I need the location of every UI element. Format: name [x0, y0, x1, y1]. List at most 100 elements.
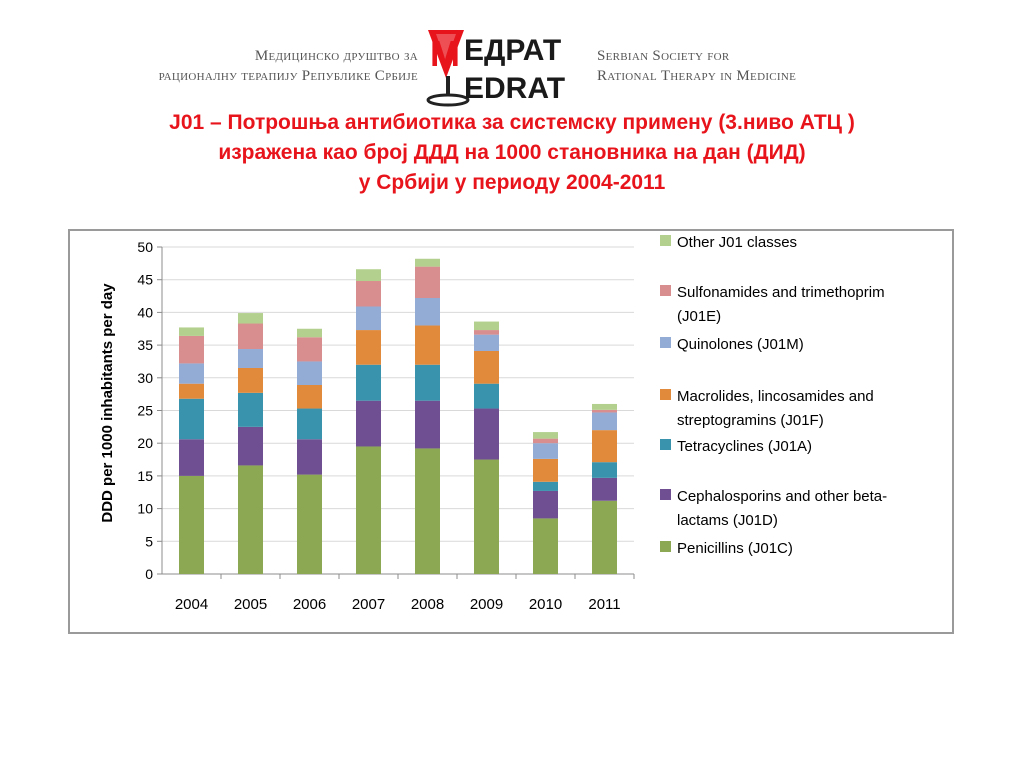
legend-label-quinolones: Quinolones (J01M)	[677, 336, 804, 353]
bar-segment-tetracyclines	[238, 392, 263, 427]
logo-text-latin: EDRAT	[464, 72, 565, 105]
bar-segment-other	[297, 328, 322, 338]
legend-swatch-other	[660, 235, 671, 246]
y-tick-label: 25	[137, 403, 153, 419]
legend-swatch-cephalosporins	[660, 489, 671, 500]
y-tick-label: 50	[137, 239, 153, 255]
bar-segment-other	[179, 327, 204, 336]
y-tick-label: 15	[137, 468, 153, 484]
bar-segment-tetracyclines	[297, 408, 322, 440]
y-tick-label: 35	[137, 337, 153, 353]
bar-segment-sulfonamides	[474, 330, 499, 335]
bar-segment-cephalosporins	[592, 477, 617, 501]
bar-segment-macrolides	[415, 325, 440, 365]
legend-label-cephalosporins: lactams (J01D)	[677, 512, 778, 529]
slide-title-line3: у Србији у периоду 2004-2011	[358, 171, 666, 194]
bar-segment-cephalosporins	[179, 439, 204, 476]
bar-segment-tetracyclines	[415, 364, 440, 401]
bar-segment-penicillins	[533, 518, 558, 574]
legend-swatch-sulfonamides	[660, 285, 671, 296]
y-tick-label: 10	[137, 501, 153, 517]
bar-segment-penicillins	[238, 465, 263, 574]
legend-swatch-quinolones	[660, 337, 671, 348]
legend-label-sulfonamides: (J01E)	[677, 308, 721, 325]
legend-label-tetracyclines: Tetracyclines (J01A)	[677, 438, 812, 455]
x-tick-label: 2009	[470, 596, 503, 613]
chart-frame: DDD per 1000 inhabitants per day 0 5 10 15 2…	[68, 229, 954, 634]
bar-segment-quinolones	[356, 306, 381, 331]
medrat-logo: M ЕДРАТ EDRAT	[426, 30, 565, 107]
y-tick-label: 45	[137, 272, 153, 288]
bar-segment-quinolones	[592, 412, 617, 431]
legend-label-other: Other J01 classes	[677, 234, 797, 251]
bar-segment-macrolides	[474, 350, 499, 384]
bar-segment-penicillins	[474, 459, 499, 574]
bar-segment-other	[238, 313, 263, 324]
x-tick-label: 2011	[588, 596, 620, 613]
bar-segment-tetracyclines	[533, 481, 558, 491]
bar-segment-other	[415, 258, 440, 267]
bar-segment-sulfonamides	[297, 337, 322, 362]
bar-segment-other	[356, 269, 381, 282]
y-tick-label: 20	[137, 435, 153, 451]
bar-segment-sulfonamides	[238, 323, 263, 350]
slide-title-line2: изражена као број ДДД на 1000 становника…	[218, 141, 806, 164]
logo-base-ring	[426, 93, 470, 107]
bar-segment-sulfonamides	[592, 409, 617, 413]
bar-segment-penicillins	[356, 446, 381, 574]
bar-segment-cephalosporins	[297, 439, 322, 475]
bar-segment-sulfonamides	[415, 266, 440, 299]
bar-segment-cephalosporins	[533, 490, 558, 519]
bar-segment-penicillins	[415, 448, 440, 574]
legend-swatch-penicillins	[660, 541, 671, 552]
x-tick-label: 2004	[175, 596, 208, 613]
bar-segment-sulfonamides	[179, 335, 204, 364]
bar-segment-quinolones	[474, 334, 499, 351]
bar-segment-cephalosporins	[415, 400, 440, 449]
bar-segment-quinolones	[238, 349, 263, 368]
x-tick-label: 2006	[293, 596, 326, 613]
bar-segment-other	[592, 403, 617, 410]
bar-segment-macrolides	[179, 383, 204, 399]
bar-segment-macrolides	[356, 330, 381, 365]
bar-segment-sulfonamides	[533, 438, 558, 444]
bar-segment-other	[533, 432, 558, 439]
bar-segment-quinolones	[533, 443, 558, 459]
org-name-english-line1: Serbian Society for	[597, 48, 730, 64]
bar-segment-penicillins	[592, 500, 617, 574]
bar-segment-cephalosporins	[356, 400, 381, 447]
x-tick-label: 2007	[352, 596, 385, 613]
stacked-bar-chart: DDD per 1000 inhabitants per day 0 5 10 15 2…	[99, 234, 887, 613]
bar-segment-tetracyclines	[179, 398, 204, 440]
y-tick-label: 40	[137, 304, 153, 320]
logo-triangle-highlight	[436, 34, 456, 62]
legend-label-macrolides: streptogramins (J01F)	[677, 412, 824, 429]
bar-segment-quinolones	[297, 361, 322, 385]
legend-swatch-macrolides	[660, 389, 671, 400]
x-tick-label: 2005	[234, 596, 267, 613]
logo-letter-m: M	[430, 33, 460, 74]
legend-label-penicillins: Penicillins (J01C)	[677, 540, 793, 557]
org-name-english: Serbian Society for Rational Therapy in …	[597, 46, 927, 86]
legend-label-sulfonamides: Sulfonamides and trimethoprim	[677, 284, 885, 301]
logo-text-cyrillic: ЕДРАТ	[464, 34, 561, 67]
y-axis-title: DDD per 1000 inhabitants per day	[99, 283, 116, 523]
y-tick-label: 5	[145, 533, 153, 549]
bar-segment-cephalosporins	[474, 408, 499, 460]
slide-title-line1: J01 – Потрошња антибиотика за системску …	[169, 111, 855, 134]
bar-segment-tetracyclines	[474, 383, 499, 409]
bar-segment-macrolides	[238, 367, 263, 393]
org-name-serbian-line1: Медицинско друштво за	[254, 48, 418, 64]
x-tick-label: 2010	[529, 596, 562, 613]
x-tick-label: 2008	[411, 596, 444, 613]
logo-triangle	[428, 30, 464, 78]
legend-label-cephalosporins: Cephalosporins and other beta-	[677, 488, 887, 505]
bar-segment-penicillins	[179, 475, 204, 574]
bar-segment-quinolones	[415, 298, 440, 326]
legend-swatch-tetracyclines	[660, 439, 671, 450]
legend-label-macrolides: Macrolides, lincosamides and	[677, 388, 874, 405]
org-name-english-line2: Rational Therapy in Medicine	[597, 68, 797, 84]
y-tick-label: 0	[145, 566, 153, 582]
bar-segment-macrolides	[592, 430, 617, 463]
bar-segment-tetracyclines	[592, 462, 617, 478]
